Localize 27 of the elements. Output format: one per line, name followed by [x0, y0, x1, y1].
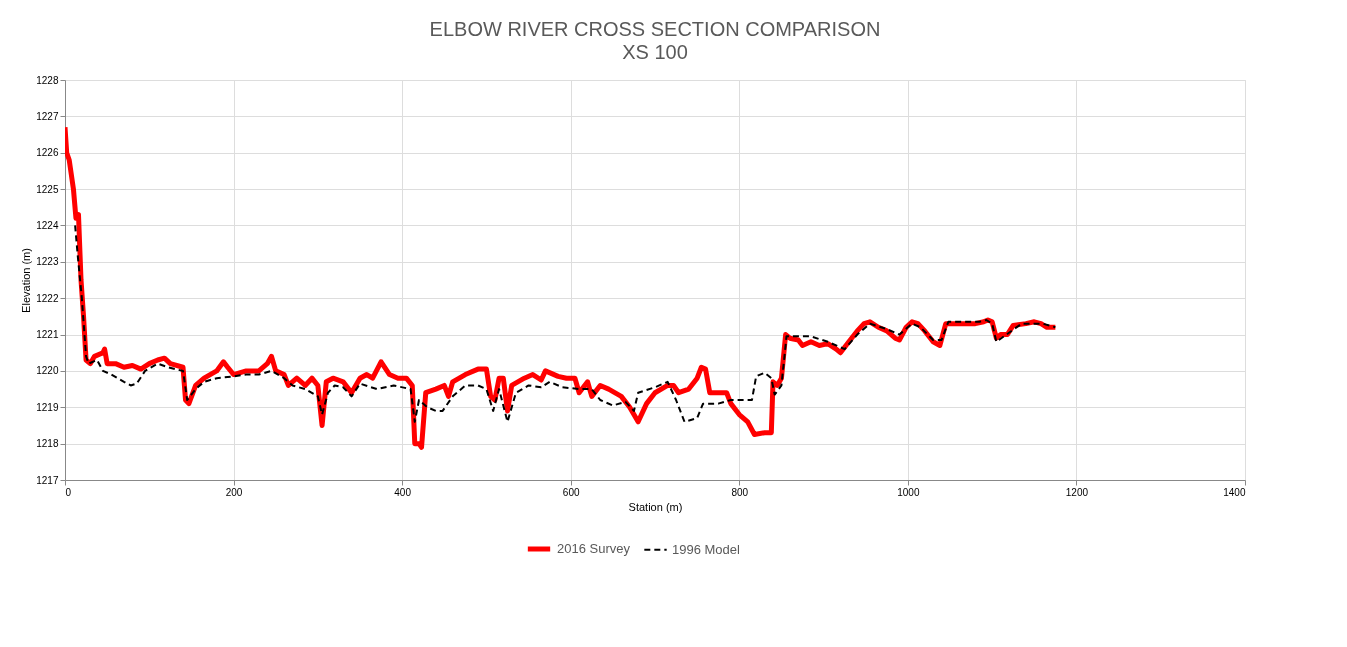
y-tick-label: 1222: [36, 292, 59, 304]
x-tick-label: 1200: [1065, 486, 1089, 498]
chart-title: ELBOW RIVER CROSS SECTION COMPARISON: [429, 18, 881, 40]
y-axis-title: Elevation (m): [20, 248, 33, 313]
y-tick-label: 1226: [36, 147, 59, 159]
y-tick-label: 1223: [36, 256, 59, 268]
y-tick-label: 1220: [36, 365, 59, 377]
y-tick-label: 1218: [36, 438, 59, 450]
line-series: [74, 224, 1057, 423]
x-tick-label: 200: [225, 486, 243, 498]
legend-label: 2016 Survey: [557, 541, 631, 556]
x-tick-label: 1000: [897, 486, 920, 498]
y-tick-label: 1228: [36, 74, 59, 86]
y-tick-label: 1225: [36, 183, 59, 195]
x-tick-label: 600: [562, 486, 580, 498]
x-tick-label: 1400: [1223, 486, 1246, 498]
y-tick-label: 1221: [36, 329, 59, 341]
legend-label: 1996 Model: [672, 541, 741, 557]
x-tick-label: 800: [731, 486, 749, 498]
x-axis-title: Station (m): [628, 500, 683, 513]
y-tick-label: 1219: [36, 401, 59, 413]
x-tick-label: 0: [65, 486, 72, 498]
y-tick-label: 1224: [36, 219, 59, 231]
y-tick-label: 1217: [36, 474, 59, 486]
x-tick-label: 400: [394, 486, 412, 498]
y-tick-label: 1227: [36, 110, 59, 122]
chart-subtitle: XS 100: [622, 41, 688, 63]
